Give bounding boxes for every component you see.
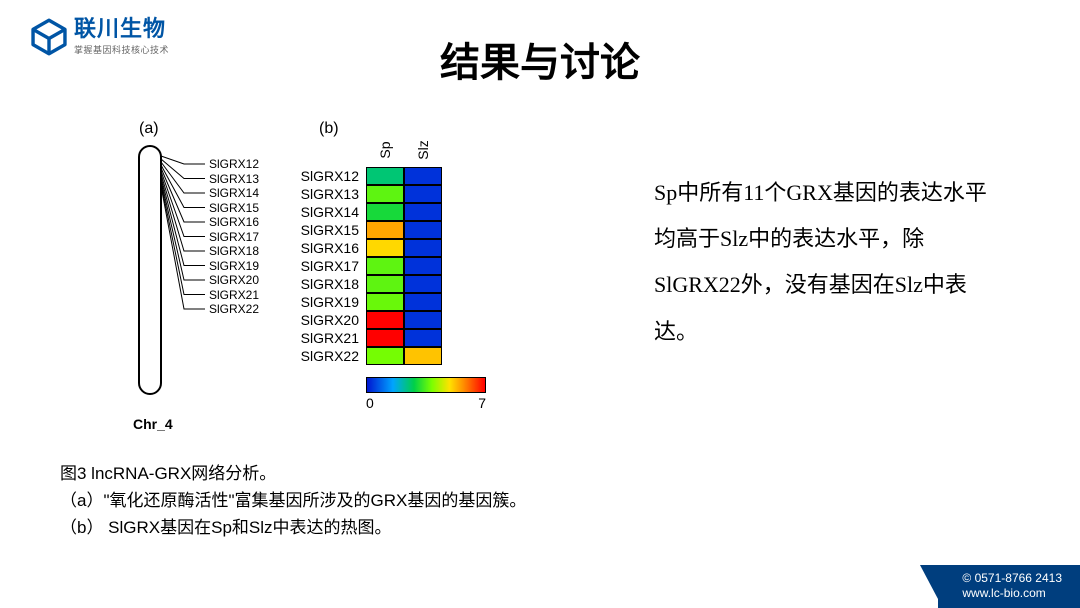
heatmap-cell bbox=[366, 293, 404, 311]
heatmap-cell bbox=[404, 293, 442, 311]
heatmap-row bbox=[366, 257, 442, 275]
chromosome-gene-label: SlGRX19 bbox=[209, 259, 259, 273]
caption-line-2: （a）"氧化还原酶活性"富集基因所涉及的GRX基因的基因簇。 bbox=[60, 487, 526, 514]
heatmap-row-label: SlGRX13 bbox=[301, 185, 359, 203]
heatmap-cell bbox=[404, 239, 442, 257]
caption-line-1: 图3 lncRNA-GRX网络分析。 bbox=[60, 460, 526, 487]
heatmap-row-label: SlGRX12 bbox=[301, 167, 359, 185]
heatmap-row bbox=[366, 203, 442, 221]
heatmap-row bbox=[366, 329, 442, 347]
footer-website: www.lc-bio.com bbox=[962, 586, 1062, 602]
heatmap-row-label: SlGRX21 bbox=[301, 329, 359, 347]
heatmap-cell bbox=[404, 257, 442, 275]
colorbar-gradient bbox=[366, 377, 486, 393]
heatmap-row bbox=[366, 221, 442, 239]
heatmap-row-label: SlGRX17 bbox=[301, 257, 359, 275]
page-title: 结果与讨论 bbox=[0, 30, 1080, 88]
chromosome-gene-label: SlGRX20 bbox=[209, 273, 259, 287]
heatmap-cell bbox=[404, 347, 442, 365]
chromosome-gene-label: SlGRX21 bbox=[209, 288, 259, 302]
heatmap-row bbox=[366, 167, 442, 185]
heatmap-cell bbox=[404, 311, 442, 329]
chromosome-gene-label: SlGRX16 bbox=[209, 215, 259, 229]
heatmap-column-label: Sp bbox=[377, 131, 393, 169]
heatmap-row-label: SlGRX19 bbox=[301, 293, 359, 311]
footer-phone: © 0571-8766 2413 bbox=[962, 571, 1062, 587]
heatmap-cell bbox=[366, 203, 404, 221]
description-text: Sp中所有11个GRX基因的表达水平均高于Slz中的表达水平，除SlGRX22外… bbox=[654, 170, 994, 355]
caption-line-3: （b） SlGRX基因在Sp和Slz中表达的热图。 bbox=[60, 514, 526, 541]
heatmap-row bbox=[366, 185, 442, 203]
heatmap-column-labels: SpSlz bbox=[366, 142, 442, 158]
chromosome-caption: Chr_4 bbox=[133, 416, 173, 432]
heatmap-row bbox=[366, 275, 442, 293]
chromosome-gene-label: SlGRX12 bbox=[209, 157, 259, 171]
chromosome-gene-label: SlGRX18 bbox=[209, 244, 259, 258]
heatmap-row-label: SlGRX15 bbox=[301, 221, 359, 239]
colorbar-max: 7 bbox=[478, 395, 486, 411]
colorbar-min: 0 bbox=[366, 395, 374, 411]
panel-a-label: (a) bbox=[139, 120, 159, 138]
heatmap-cell bbox=[366, 167, 404, 185]
chromosome-svg bbox=[109, 142, 289, 412]
figure-content: (a) SlGRX12SlGRX13SlGRX14SlGRX15SlGRX16S… bbox=[94, 120, 994, 480]
chromosome-gene-label: SlGRX15 bbox=[209, 201, 259, 215]
heatmap-cell bbox=[366, 347, 404, 365]
heatmap-grid bbox=[366, 167, 442, 365]
heatmap-cell bbox=[404, 329, 442, 347]
heatmap-row bbox=[366, 239, 442, 257]
heatmap-row bbox=[366, 347, 442, 365]
heatmap-row-label: SlGRX14 bbox=[301, 203, 359, 221]
heatmap-row-label: SlGRX22 bbox=[301, 347, 359, 365]
panel-b-heatmap: (b) SpSlz SlGRX12SlGRX13SlGRX14SlGRX15Sl… bbox=[279, 120, 529, 440]
heatmap-row bbox=[366, 311, 442, 329]
heatmap-cell bbox=[404, 275, 442, 293]
chromosome-gene-label: SlGRX13 bbox=[209, 172, 259, 186]
heatmap-cell bbox=[366, 329, 404, 347]
heatmap-row-label: SlGRX18 bbox=[301, 275, 359, 293]
chromosome-gene-label: SlGRX22 bbox=[209, 302, 259, 316]
heatmap-cell bbox=[404, 221, 442, 239]
colorbar: 0 7 bbox=[366, 377, 486, 411]
heatmap-row bbox=[366, 293, 442, 311]
heatmap-row-label: SlGRX20 bbox=[301, 311, 359, 329]
footer-contact: © 0571-8766 2413 www.lc-bio.com bbox=[938, 565, 1080, 608]
heatmap-column-label: Slz bbox=[415, 131, 431, 169]
heatmap-cell bbox=[404, 167, 442, 185]
heatmap-cell bbox=[366, 311, 404, 329]
panel-a-chromosome: (a) SlGRX12SlGRX13SlGRX14SlGRX15SlGRX16S… bbox=[109, 120, 284, 430]
heatmap-cell bbox=[366, 185, 404, 203]
heatmap-cell bbox=[366, 239, 404, 257]
heatmap-cell bbox=[404, 185, 442, 203]
heatmap-cell bbox=[404, 203, 442, 221]
chromosome-gene-label: SlGRX17 bbox=[209, 230, 259, 244]
heatmap-cell bbox=[366, 275, 404, 293]
heatmap-cell bbox=[366, 257, 404, 275]
figure-caption: 图3 lncRNA-GRX网络分析。 （a）"氧化还原酶活性"富集基因所涉及的G… bbox=[60, 460, 526, 542]
heatmap-row-label: SlGRX16 bbox=[301, 239, 359, 257]
panel-b-label: (b) bbox=[319, 120, 339, 138]
heatmap-cell bbox=[366, 221, 404, 239]
chromosome-gene-label: SlGRX14 bbox=[209, 186, 259, 200]
